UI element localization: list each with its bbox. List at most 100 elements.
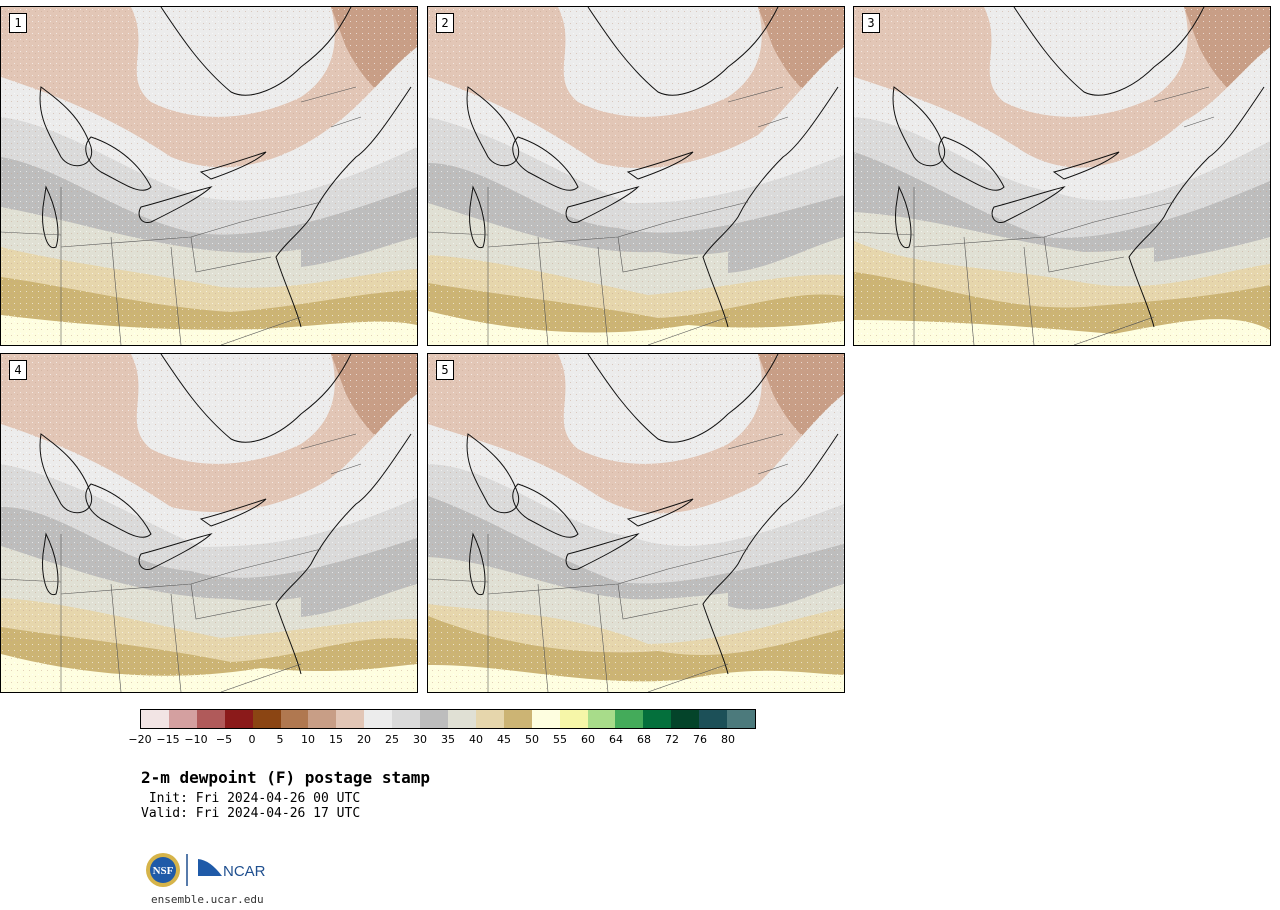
state-border: [537, 583, 549, 692]
colorbar-swatch: [420, 710, 448, 728]
logos: NSF NCAR: [146, 853, 266, 887]
colorbar-swatch: [671, 710, 700, 728]
coastline: [512, 136, 579, 191]
state-border: [300, 433, 357, 450]
state-border: [727, 433, 784, 450]
chart-title: 2-m dewpoint (F) postage stamp: [141, 768, 430, 787]
colorbar-tick-label: −5: [215, 733, 233, 746]
colorbar-swatch: [615, 710, 644, 728]
coastline: [587, 7, 779, 96]
coastline: [160, 354, 352, 443]
coastline: [39, 86, 93, 167]
colorbar-tick-label: 72: [665, 733, 679, 746]
state-border: [963, 236, 975, 345]
colorbar-tick-label: 60: [581, 733, 595, 746]
state-border: [190, 583, 272, 620]
state-border: [537, 236, 549, 345]
colorbar-tick-label: 10: [301, 733, 315, 746]
colorbar-tick-label: 55: [553, 733, 567, 746]
stamp-panel-2: 2: [427, 6, 845, 346]
colorbar-swatch: [308, 710, 337, 728]
state-border: [1093, 201, 1175, 223]
state-border: [757, 463, 789, 475]
colorbar-tick-label: 5: [276, 733, 284, 746]
state-border: [428, 578, 489, 583]
colorbar-swatch: [503, 710, 532, 728]
coastline: [938, 136, 1005, 191]
state-border: [647, 663, 729, 692]
coastline: [702, 433, 839, 675]
member-label: 5: [436, 360, 454, 380]
colorbar-ticks: −20 −15 −10 −5 0 5 10 15 20 25 30 35 40 45 50 55 60 64 68 7…: [128, 733, 756, 749]
colorbar-swatch: [559, 710, 588, 728]
state-border: [240, 201, 322, 223]
field-texture: [428, 7, 844, 345]
colorbar-tick-label: 45: [497, 733, 511, 746]
state-border: [190, 236, 272, 273]
dewpoint-map: [1, 7, 417, 345]
dewpoint-map: [854, 7, 1270, 345]
coastline: [469, 185, 486, 249]
coastline: [199, 498, 267, 527]
member-label: 4: [9, 360, 27, 380]
coastline: [199, 151, 267, 180]
colorbar-swatch: [252, 710, 281, 728]
coastline: [565, 186, 640, 224]
valid-time: Valid: Fri 2024-04-26 17 UTC: [141, 806, 361, 821]
state-border: [854, 231, 915, 236]
coastline: [275, 433, 412, 675]
field-texture: [428, 354, 844, 692]
colorbar-tick-label: 35: [441, 733, 455, 746]
coastline: [565, 533, 640, 571]
ncar-logo-text: NCAR: [223, 863, 266, 880]
colorbar-swatch: [727, 710, 755, 728]
state-border: [170, 246, 182, 345]
state-border: [428, 231, 489, 236]
field-texture: [1, 7, 417, 345]
state-border: [1153, 86, 1210, 103]
field-texture: [854, 7, 1270, 345]
colorbar-tick-label: −15: [156, 733, 180, 746]
colorbar: −20 −15 −10 −5 0 5 10 15 20 25 30 35 40 45 50 55 60 64 68 7…: [128, 709, 756, 746]
coastline: [275, 86, 412, 328]
member-label: 3: [862, 13, 880, 33]
colorbar-tick-label: 50: [525, 733, 539, 746]
state-border: [330, 116, 362, 128]
colorbar-swatch: [168, 710, 197, 728]
nsf-logo: NSF: [146, 853, 180, 887]
colorbar-swatch: [280, 710, 309, 728]
colorbar-tick-label: −10: [184, 733, 208, 746]
state-border: [170, 593, 182, 692]
colorbar-swatch: [447, 710, 476, 728]
colorbar-swatch: [336, 710, 365, 728]
coastline: [626, 498, 694, 527]
colorbar-swatch: [224, 710, 253, 728]
state-border: [220, 663, 302, 692]
state-border: [220, 316, 302, 345]
colorbar-tick-label: 64: [609, 733, 623, 746]
field-texture: [1, 354, 417, 692]
coastline: [626, 151, 694, 180]
colorbar-tick-label: 76: [693, 733, 707, 746]
stamp-panel-3: 3: [853, 6, 1271, 346]
state-border: [330, 463, 362, 475]
coastline: [85, 136, 152, 191]
colorbar-swatch: [196, 710, 225, 728]
colorbar-tick-label: −20: [128, 733, 152, 746]
state-border: [617, 583, 699, 620]
colorbar-swatch: [475, 710, 504, 728]
coastline: [466, 86, 520, 167]
colorbar-swatches: [140, 709, 756, 729]
coastline: [587, 354, 779, 443]
colorbar-swatch: [392, 710, 421, 728]
ncar-logo: NCAR: [198, 859, 266, 880]
state-border: [757, 116, 789, 128]
colorbar-swatch: [364, 710, 393, 728]
coastline: [42, 532, 59, 596]
coastline: [138, 186, 213, 224]
coastline: [892, 86, 946, 167]
state-border: [667, 548, 749, 570]
colorbar-tick-label: 30: [413, 733, 427, 746]
coastline: [85, 483, 152, 538]
colorbar-swatch: [699, 710, 728, 728]
